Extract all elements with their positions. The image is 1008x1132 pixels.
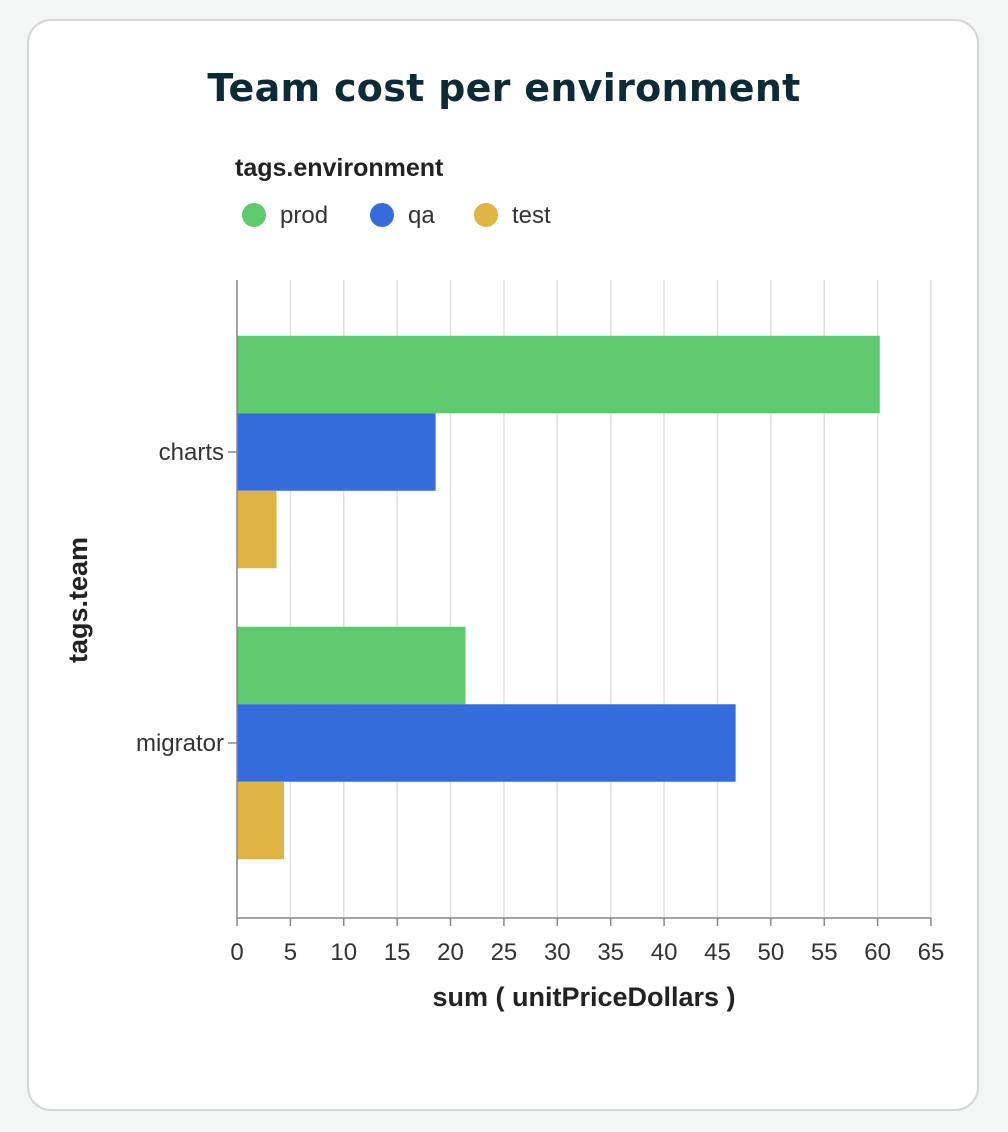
bar-migrator-test	[237, 781, 284, 860]
legend-swatch-prod	[242, 203, 266, 227]
legend-label-qa: qa	[408, 202, 435, 229]
x-tick-label: 10	[330, 939, 357, 966]
legend-label-prod: prod	[280, 202, 328, 229]
y-tick-label: migrator	[136, 730, 224, 757]
x-tick-label: 0	[230, 939, 243, 966]
x-tick-label: 5	[284, 939, 297, 966]
bar-charts-qa	[237, 413, 436, 491]
bar-charts-test	[237, 490, 277, 569]
x-tick-label: 15	[384, 939, 411, 966]
x-tick-label: 35	[597, 939, 624, 966]
legend-label-test: test	[512, 202, 551, 229]
x-tick-label: 60	[864, 939, 891, 966]
bar-charts-prod	[237, 335, 880, 414]
x-tick-label: 65	[918, 939, 945, 966]
chart-title: Team cost per environment	[207, 66, 801, 110]
x-tick-label: 55	[811, 939, 838, 966]
x-tick-label: 45	[704, 939, 731, 966]
y-tick-label: charts	[159, 439, 224, 466]
bar-migrator-qa	[237, 704, 736, 782]
legend-swatch-qa	[370, 203, 394, 227]
x-tick-label: 50	[757, 939, 784, 966]
chart-card	[27, 19, 979, 1111]
x-tick-label: 40	[651, 939, 678, 966]
x-tick-label: 30	[544, 939, 571, 966]
x-axis-title: sum ( unitPriceDollars )	[432, 982, 735, 1012]
legend-title: tags.environment	[235, 154, 444, 182]
legend-swatch-test	[474, 203, 498, 227]
bar-migrator-prod	[237, 626, 466, 705]
y-axis-title: tags.team	[63, 537, 93, 663]
x-tick-label: 20	[437, 939, 464, 966]
x-tick-label: 25	[491, 939, 518, 966]
